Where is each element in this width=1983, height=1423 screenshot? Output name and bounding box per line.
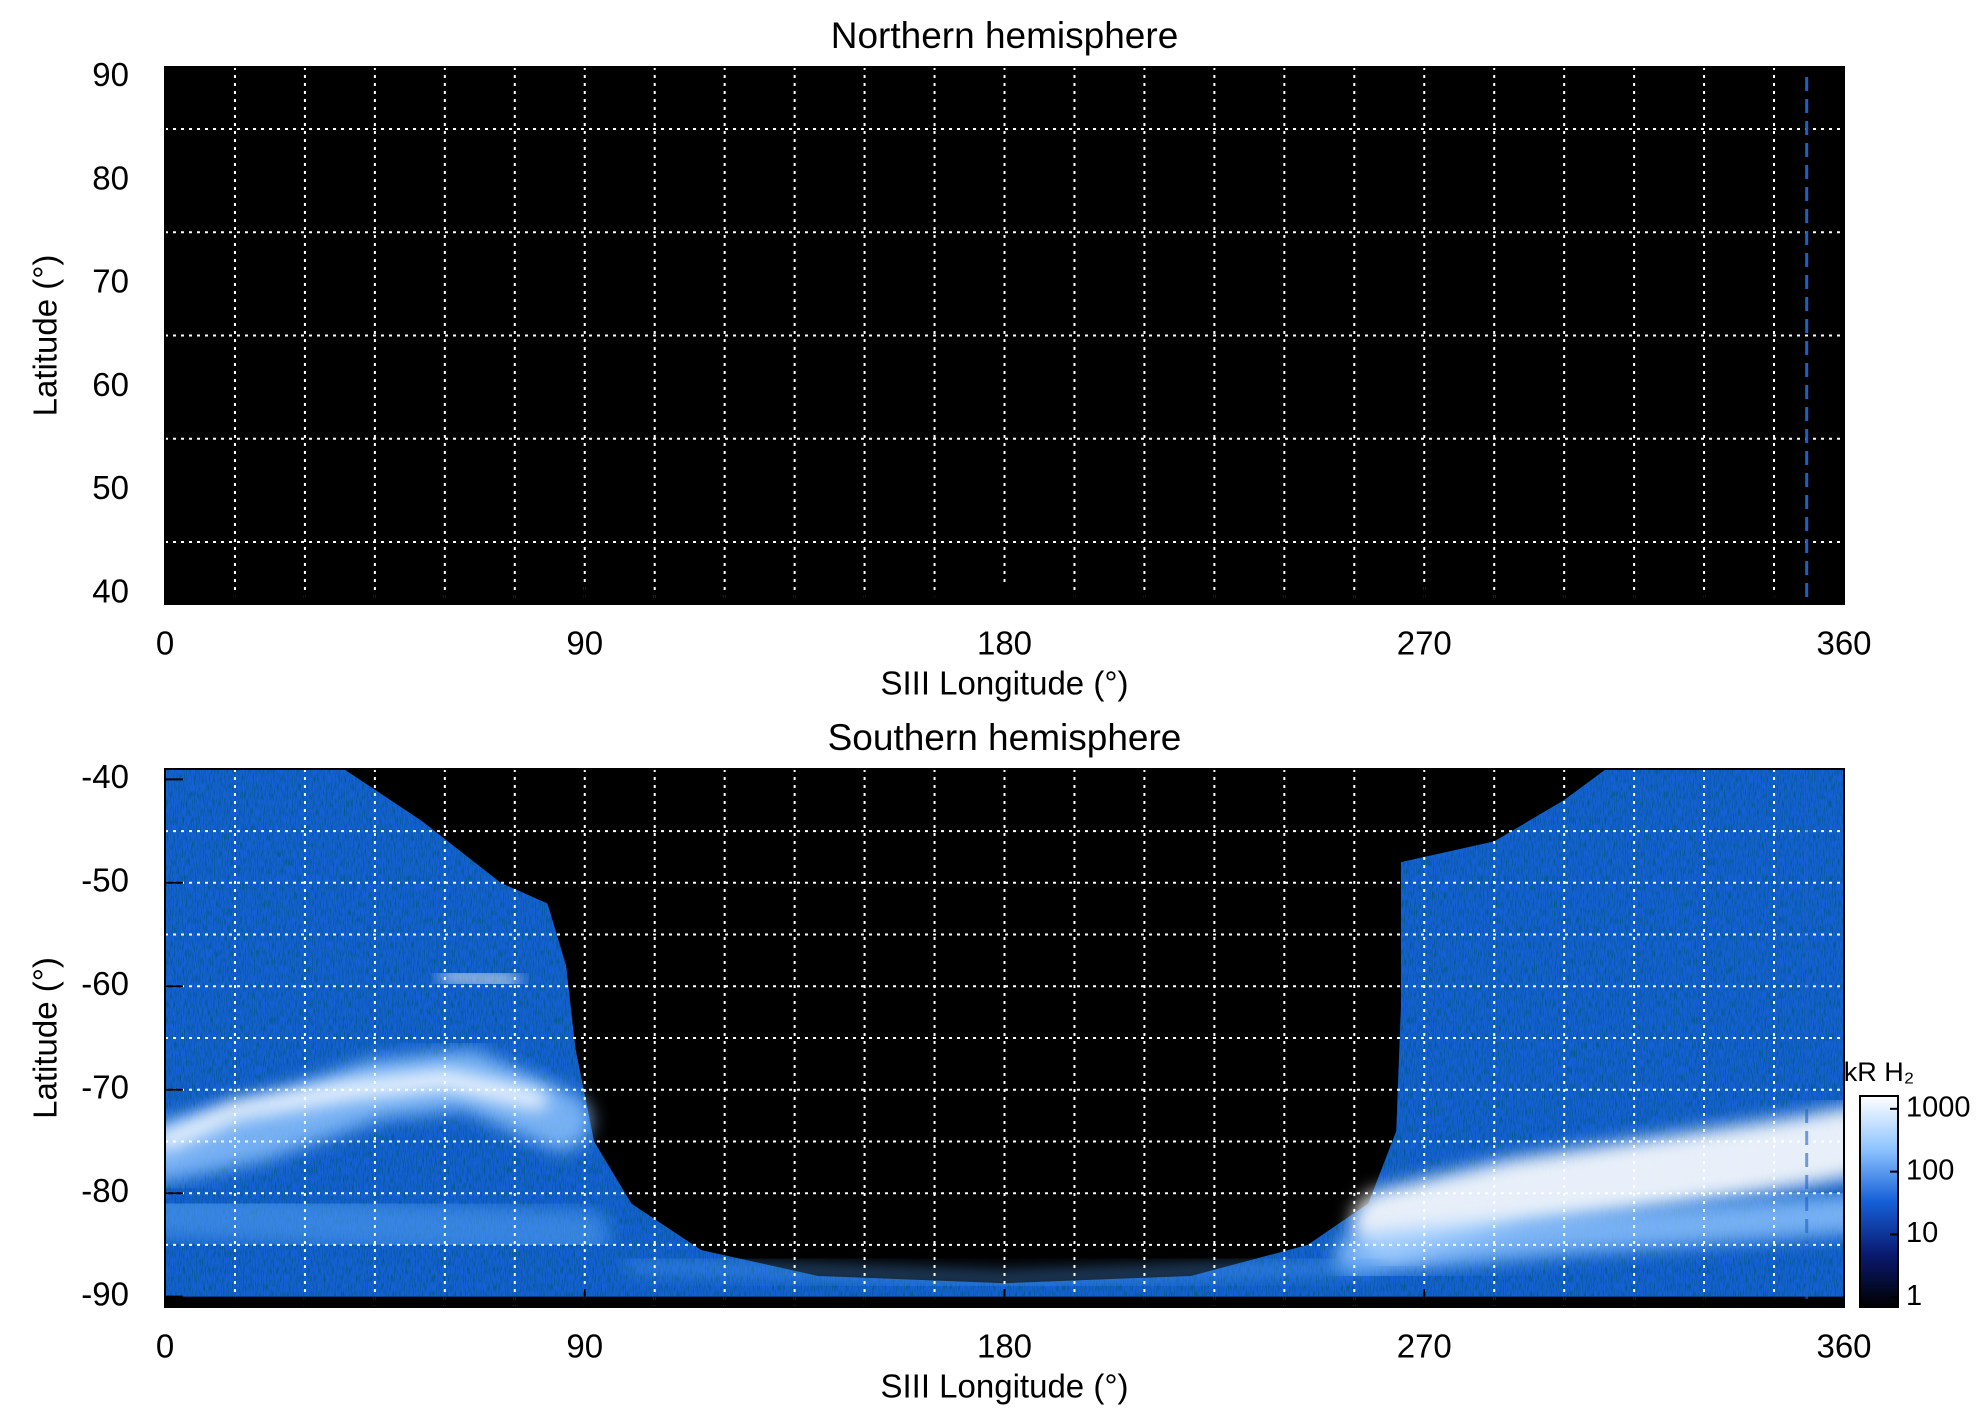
- y-tick-label: 60: [92, 366, 129, 403]
- colorbar-tick-label: 10: [1906, 1217, 1938, 1249]
- colorbar-tick-label: 1000: [1906, 1091, 1971, 1123]
- y-tick-label: -80: [81, 1172, 129, 1209]
- emission-band: [1351, 1107, 1844, 1260]
- y-tick-label: -90: [81, 1275, 129, 1312]
- y-tick-label: 80: [92, 159, 129, 196]
- x-tick-label: 90: [566, 1328, 603, 1365]
- y-axis-label: Latitude (°): [27, 255, 64, 417]
- x-tick-label: 180: [977, 625, 1032, 662]
- colorbar-tick-label: 1: [1906, 1280, 1922, 1312]
- emission-texture: [165, 769, 1844, 1297]
- x-tick-label: 270: [1397, 1328, 1452, 1365]
- emission-band: [165, 1188, 610, 1260]
- y-tick-label: 40: [92, 572, 129, 609]
- emission-band: [627, 1261, 1382, 1284]
- chart-title: Northern hemisphere: [831, 15, 1179, 56]
- y-tick-label: -40: [81, 758, 129, 795]
- x-tick-label: 270: [1397, 625, 1452, 662]
- x-tick-label: 90: [566, 625, 603, 662]
- y-tick-label: -60: [81, 965, 129, 1002]
- x-axis-label: SIII Longitude (°): [881, 1368, 1129, 1405]
- colorbar-tick-label: 100: [1906, 1154, 1954, 1186]
- y-tick-label: -50: [81, 862, 129, 899]
- y-tick-label: 90: [92, 56, 129, 93]
- x-tick-label: 180: [977, 1328, 1032, 1365]
- emission-band: [438, 969, 521, 988]
- y-tick-label: -70: [81, 1068, 129, 1105]
- x-axis-label: SIII Longitude (°): [881, 665, 1129, 702]
- x-tick-label: 0: [156, 1328, 174, 1365]
- y-tick-label: 50: [92, 469, 129, 506]
- x-tick-label: 360: [1816, 1328, 1871, 1365]
- colorbar: [1859, 1095, 1899, 1308]
- y-axis-label: Latitude (°): [27, 957, 64, 1119]
- x-tick-label: 0: [156, 625, 174, 662]
- y-tick-label: 70: [92, 263, 129, 300]
- colorbar-label: kR H₂: [1844, 1057, 1914, 1087]
- chart-title: Southern hemisphere: [828, 717, 1182, 758]
- x-tick-label: 360: [1816, 625, 1871, 662]
